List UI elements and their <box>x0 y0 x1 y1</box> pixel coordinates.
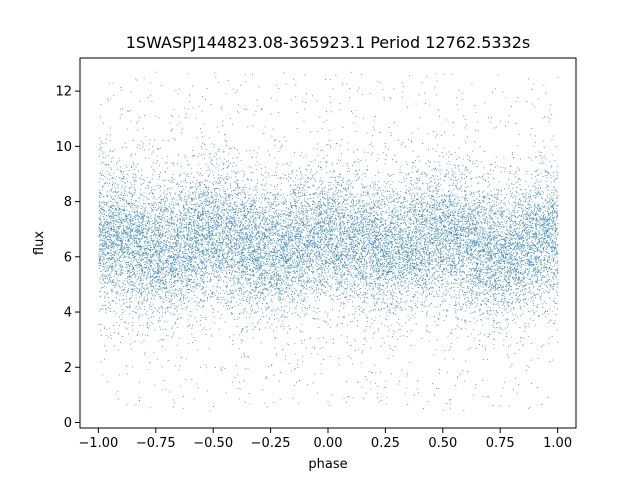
x-tick-label: 0.50 <box>428 436 457 451</box>
x-tick-label: 0.00 <box>314 436 343 451</box>
chart-title: 1SWASPJ144823.08-365923.1 Period 12762.5… <box>126 33 531 52</box>
data-points <box>98 71 559 412</box>
y-tick-label: 6 <box>64 250 72 265</box>
y-tick-label: 8 <box>64 195 72 210</box>
x-tick-label: −0.25 <box>251 436 291 451</box>
y-tick-label: 12 <box>55 85 72 100</box>
x-tick-label: 0.25 <box>371 436 400 451</box>
y-tick-label: 4 <box>64 306 72 321</box>
x-axis-label: phase <box>308 457 347 472</box>
x-tick-label: 1.00 <box>543 436 572 451</box>
x-tick-label: −0.75 <box>136 436 176 451</box>
y-tick-label: 0 <box>64 416 72 431</box>
x-tick-label: 0.75 <box>486 436 515 451</box>
y-tick-label: 10 <box>55 140 72 155</box>
y-axis-label: flux <box>32 231 47 255</box>
x-axis: −1.00 −0.75 −0.50 −0.25 0.00 0.25 0.50 0.75 1.00 <box>78 428 572 451</box>
scatter-points <box>98 71 559 412</box>
x-tick-label: −1.00 <box>78 436 118 451</box>
y-axis: 0 2 4 6 8 10 12 <box>55 85 80 431</box>
x-tick-label: −0.50 <box>193 436 233 451</box>
y-tick-label: 2 <box>64 361 72 376</box>
